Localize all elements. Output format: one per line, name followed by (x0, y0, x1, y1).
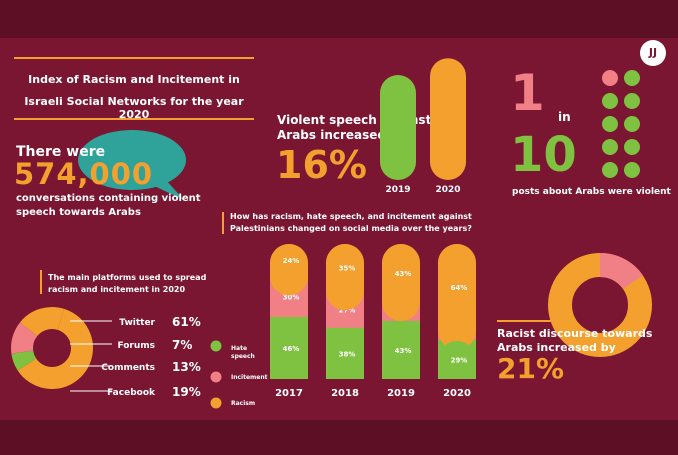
logo: JJ (640, 40, 666, 66)
data-label: 29% (451, 356, 468, 364)
violent-speech-chart: 2019 2020 (380, 58, 466, 195)
tick-label: 2020 (435, 185, 460, 195)
platform-percent: 61% (172, 315, 201, 329)
speech-bubble-icon (78, 130, 186, 200)
data-label: 46% (283, 345, 300, 353)
conversations-lead: There were (16, 144, 106, 160)
dot-grid (602, 70, 640, 178)
legend-swatch-hate (210, 340, 222, 352)
pie-slice-comments (11, 322, 38, 354)
data-label-bg (448, 282, 470, 293)
conversations-number: 574,000 (14, 157, 154, 191)
tick-label: 2020 (443, 388, 471, 399)
dot (602, 139, 618, 155)
question-line1: How has racism, hate speech, and incitem… (230, 212, 472, 221)
legend-swatch-incitement (210, 371, 222, 383)
platform-percent: 19% (172, 385, 201, 399)
bar-segment-racism-2017 (270, 244, 308, 296)
platforms-marker (40, 270, 42, 294)
data-label: 38% (339, 350, 356, 358)
data-label: 30% (283, 294, 300, 302)
dot (602, 70, 618, 86)
page-title-line1: Index of Racism and Incitement in (28, 73, 240, 86)
bar-segment-racism-2019 (382, 244, 420, 322)
platform-name: Twitter (119, 318, 155, 328)
dot (624, 162, 640, 178)
pie-slice-forums (11, 350, 37, 371)
dot (602, 162, 618, 178)
data-label-bg (280, 255, 302, 266)
dot (624, 116, 640, 132)
platform-percent: 7% (172, 338, 192, 352)
legend-label-racism: Racism (231, 400, 256, 407)
platforms-chart: Twitter 61% Forums 7% Comments 13% Facebook 19% (11, 307, 201, 399)
dot (602, 116, 618, 132)
title-rule-top (14, 57, 254, 59)
question-marker (222, 212, 224, 234)
data-label-bg (392, 344, 414, 355)
data-label-bg (280, 342, 302, 353)
ten-number: 10 (510, 127, 577, 183)
tick-label: 2019 (385, 185, 410, 195)
tick-label: 2018 (331, 388, 359, 399)
data-label-bg (280, 291, 302, 302)
conversations-desc-line2: speech towards Arabs (16, 207, 141, 218)
yearly-change-chart: 46%30%24%46%201738%27%35%38%201843%14%43… (270, 244, 476, 399)
logo-text: JJ (648, 46, 658, 59)
legend-swatch-racism (210, 397, 222, 409)
data-label-bg (448, 354, 470, 365)
platforms-title-line1: The main platforms used to spread (48, 273, 207, 282)
platform-name: Forums (117, 341, 155, 351)
legend-label-incitement: Incitement (231, 374, 268, 381)
bar-segment-racism-2020 (438, 244, 476, 350)
tick-label: 2017 (275, 388, 303, 399)
data-label-bg (392, 268, 414, 279)
data-label-bg (336, 348, 358, 359)
pie-slice-facebook (20, 307, 65, 337)
bottom-band (0, 420, 678, 455)
racist-discourse-ring (548, 252, 652, 357)
bar-2020 (430, 58, 466, 181)
one-in-ten-caption: posts about Arabs were violent (512, 187, 671, 197)
page-title-line2: Israeli Social Networks for the year 202… (24, 95, 244, 121)
bar-2019 (380, 75, 416, 180)
platform-name: Comments (101, 363, 155, 373)
racist-discourse-line1: Racist discourse towards (497, 327, 653, 340)
question-line2: Palestinians changed on social media ove… (230, 224, 472, 233)
data-label: 64% (451, 284, 468, 292)
data-label: 43% (395, 270, 412, 278)
racist-discourse-percent: 21% (497, 352, 565, 385)
racist-discourse-rule (497, 320, 575, 322)
data-label: 24% (283, 257, 300, 265)
one-number: 1 (510, 64, 545, 122)
platform-name: Facebook (107, 388, 156, 398)
dot (602, 93, 618, 109)
tick-label: 2019 (387, 388, 415, 399)
violent-speech-percent: 16% (276, 143, 367, 187)
data-label: 43% (395, 347, 412, 355)
dot (624, 70, 640, 86)
data-label-bg (336, 262, 358, 273)
legend-label-hate: Hate speech (231, 345, 255, 360)
data-label: 35% (339, 265, 356, 273)
racist-discourse-line2: Arabs increased by (497, 341, 616, 354)
top-band (0, 0, 678, 38)
dot (624, 93, 640, 109)
one-in-label: in (558, 110, 571, 124)
bar-segment-racism-2018 (326, 244, 364, 311)
title-rule-bottom (14, 118, 254, 120)
conversations-desc-line1: conversations containing violent (16, 193, 201, 204)
dot (624, 139, 640, 155)
bar-base-2018 (326, 341, 364, 379)
platforms-title-line2: racism and incitement in 2020 (48, 285, 186, 294)
violent-speech-line2: Arabs increased by (277, 128, 407, 142)
data-label: 27% (339, 306, 356, 314)
platform-percent: 13% (172, 360, 201, 374)
